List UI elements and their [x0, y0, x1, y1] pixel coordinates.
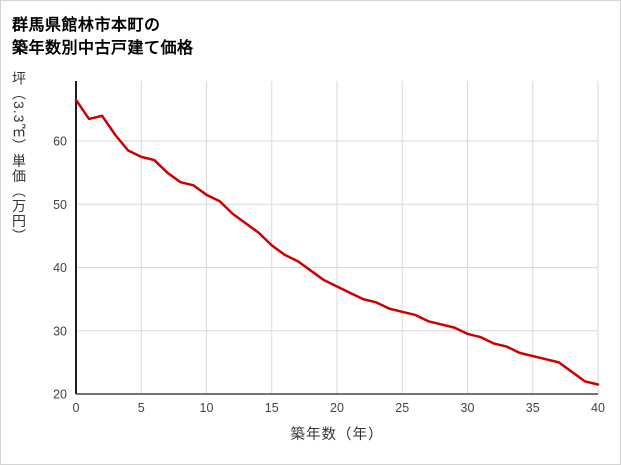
- price-by-age-line-chart: 0 5 10 15 20 25 30 35 40 20 30 40 50 60 坪（3.3㎡）単価（万円）…: [1, 71, 620, 464]
- page-title: 群馬県館林市本町の 築年数別中古戸建て価格: [1, 1, 620, 60]
- y-tick-label: 40: [53, 261, 67, 275]
- x-tick-label: 25: [395, 401, 409, 415]
- y-tick-label: 60: [53, 135, 67, 149]
- y-tick-label: 30: [53, 324, 67, 338]
- y-tick-label: 50: [53, 198, 67, 212]
- price-line: [74, 98, 600, 386]
- y-axis-title: 坪（3.3㎡）単価（万円）: [11, 71, 27, 244]
- x-tick-label: 0: [73, 401, 80, 415]
- y-tick-label: 20: [53, 388, 67, 402]
- x-tick-label: 20: [330, 401, 344, 415]
- x-tick-label: 10: [200, 401, 214, 415]
- x-tick-label: 35: [526, 401, 540, 415]
- page-title-line-1: 群馬県館林市本町の: [12, 17, 161, 34]
- x-axis-title: 築年数（年）: [290, 427, 384, 443]
- chart-canvas: 0 5 10 15 20 25 30 35 40 20 30 40 50 60: [53, 81, 605, 415]
- x-tick-label: 5: [138, 401, 145, 415]
- x-tick-label: 30: [461, 401, 475, 415]
- x-tick-label: 40: [591, 401, 605, 415]
- page-title-line-2: 築年数別中古戸建て価格: [12, 40, 194, 58]
- x-tick-label: 15: [265, 401, 279, 415]
